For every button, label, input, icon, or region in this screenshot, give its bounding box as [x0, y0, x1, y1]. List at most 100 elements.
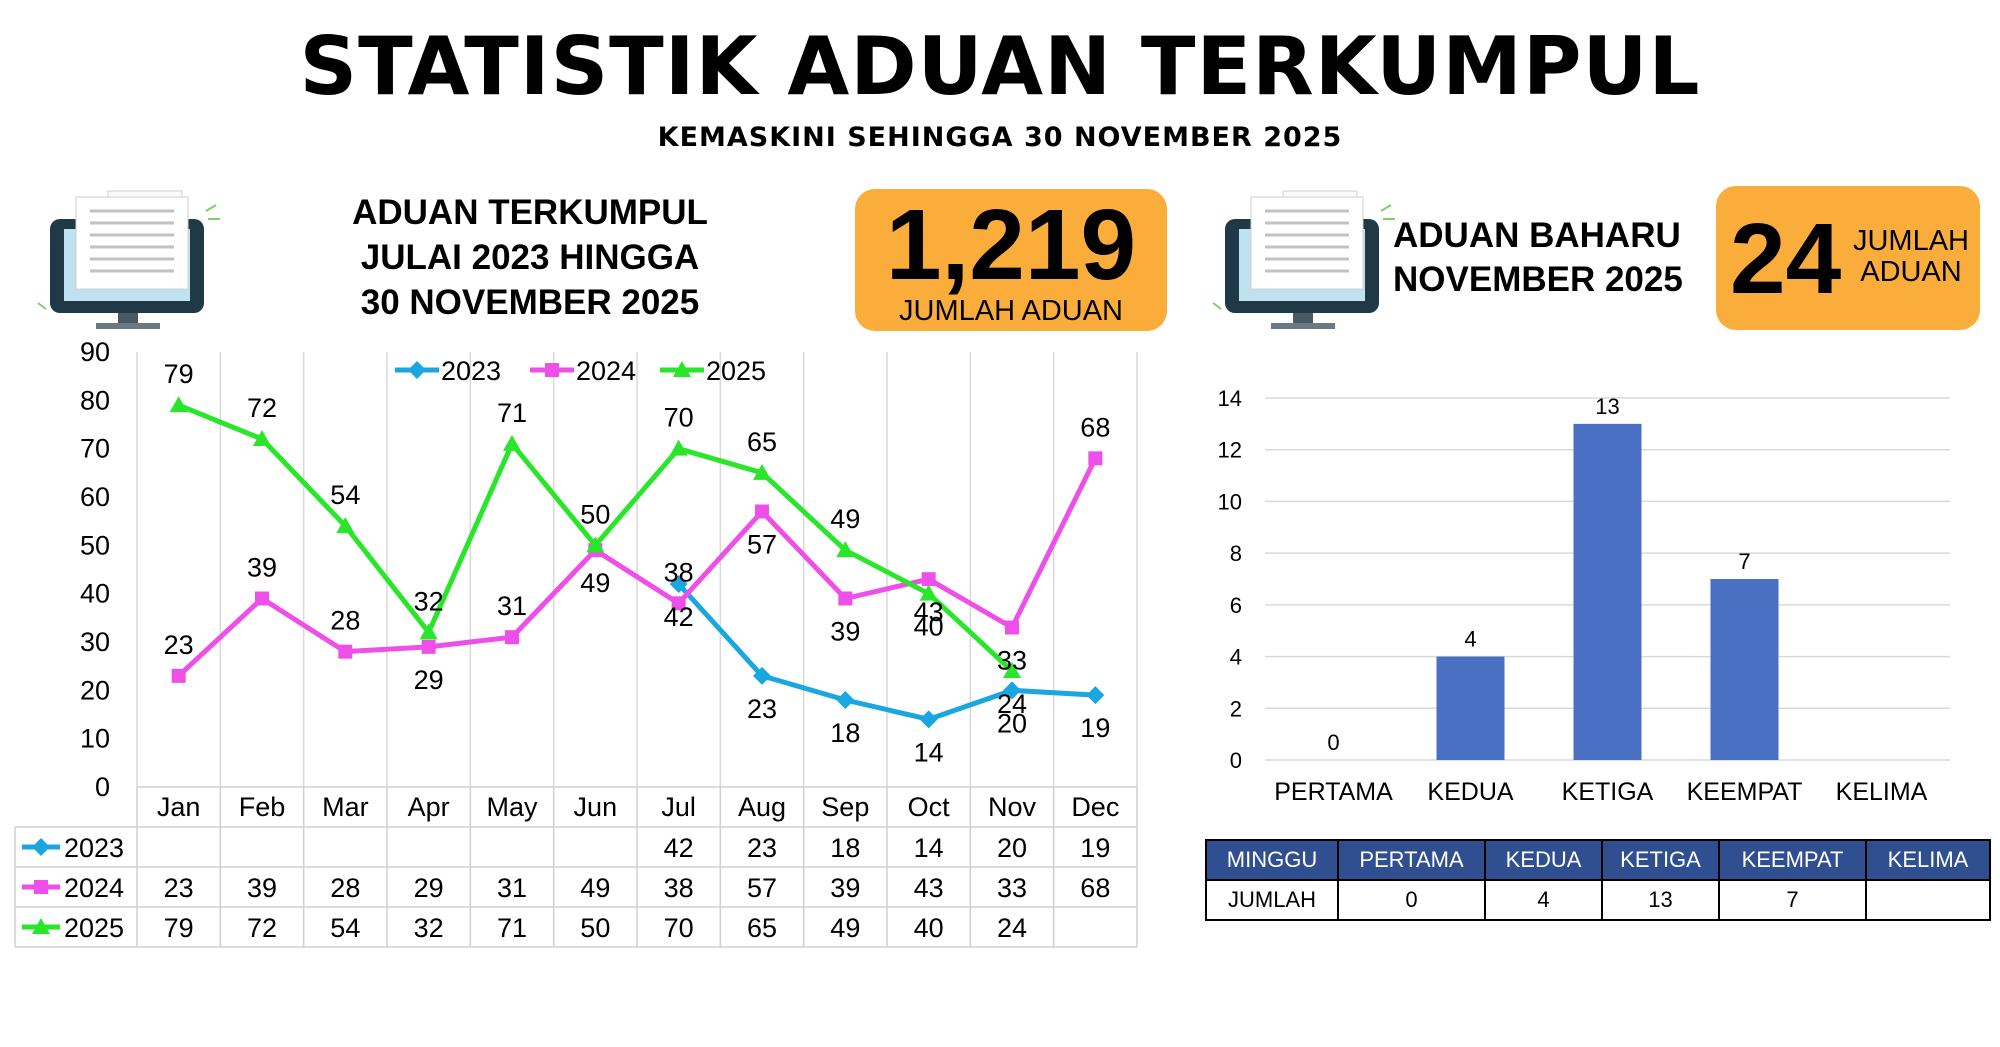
legend-marker	[408, 361, 426, 379]
point-2023	[753, 666, 771, 685]
table-value: 24	[997, 913, 1027, 943]
point-2024	[838, 591, 853, 606]
data-label: 23	[164, 630, 194, 660]
y-tick-label: 10	[1218, 489, 1242, 514]
x-tick-label: Jun	[574, 792, 618, 822]
legend-item-2025: 2025	[660, 356, 766, 386]
point-2025	[669, 439, 688, 456]
y-tick-label: 80	[80, 385, 110, 415]
y-tick-label: 6	[1230, 593, 1242, 618]
point-2025	[1003, 662, 1021, 678]
table-legend-key	[22, 918, 60, 934]
table-value: 29	[414, 873, 444, 903]
table-value: 79	[164, 913, 194, 943]
right-heading: ADUAN BAHARU NOVEMBER 2025	[1393, 214, 1713, 302]
x-tick-label: Jan	[157, 792, 201, 822]
data-label: 38	[664, 557, 694, 587]
point-2023	[669, 575, 688, 593]
bar	[1710, 579, 1779, 760]
table-value: 65	[747, 913, 777, 943]
data-label: 49	[580, 568, 610, 598]
x-tick-label: Apr	[408, 792, 450, 822]
point-2025	[919, 584, 938, 601]
table-series-label: 2023	[64, 833, 124, 863]
point-2024	[171, 668, 186, 683]
point-2023	[1086, 686, 1105, 705]
y-tick-label: 0	[95, 772, 110, 802]
data-label: 14	[914, 737, 944, 767]
data-label: 68	[1080, 412, 1110, 442]
total-complaints-value: 1,219	[885, 189, 1137, 301]
table-value: 28	[330, 873, 360, 903]
table-value: 68	[1080, 873, 1110, 903]
y-tick-label: 8	[1230, 541, 1242, 566]
y-tick-label: 30	[80, 627, 110, 657]
weekly-table-cell: JUMLAH	[1205, 879, 1339, 921]
data-label: 20	[997, 708, 1027, 738]
monthly-line-chart: 0 10 20 30 40 50 60 70 80 90 Jan Feb Mar Apr May Jun Jul…	[14, 337, 1138, 948]
data-label: 28	[330, 606, 360, 636]
data-label: 23	[747, 694, 777, 724]
data-label: 72	[247, 393, 277, 423]
weekly-table: MINGGU PERTAMA KEDUA KETIGA KEEMPAT KELI…	[1205, 839, 1991, 921]
table-value: 20	[997, 833, 1027, 863]
table-value: 19	[1080, 833, 1110, 863]
y-tick-label: 14	[1218, 386, 1242, 411]
table-value: 70	[664, 913, 694, 943]
x-tick-label: KEDUA	[1427, 778, 1513, 806]
total-complaints-box: 1,219 JUMLAH ADUAN	[855, 189, 1167, 331]
y-tick-label: 20	[80, 675, 110, 705]
y-tick-label: 10	[80, 724, 110, 754]
data-label: 49	[830, 504, 860, 534]
table-value: 40	[914, 913, 944, 943]
table-value: 57	[747, 873, 777, 903]
y-tick-label: 60	[80, 482, 110, 512]
bar-value-label: 4	[1464, 627, 1476, 652]
table-legend-marker	[34, 880, 48, 894]
table-legend-marker	[32, 838, 50, 856]
right-heading-line-2: NOVEMBER 2025	[1393, 260, 1683, 299]
table-legend-key	[22, 838, 60, 856]
table-value: 23	[747, 833, 777, 863]
point-2024	[505, 630, 519, 645]
new-complaints-box: 24 JUMLAH ADUAN	[1716, 186, 1980, 330]
x-tick-label: Mar	[322, 792, 369, 822]
x-tick-label: PERTAMA	[1274, 778, 1393, 806]
data-label: 43	[914, 597, 944, 627]
data-label: 18	[830, 718, 860, 748]
x-tick-label: KELIMA	[1836, 778, 1928, 806]
series-line-2024	[176, 457, 1098, 678]
table-value: 18	[830, 833, 860, 863]
legend-marker	[545, 363, 559, 377]
data-label: 54	[330, 480, 360, 510]
weekly-table-header: MINGGU PERTAMA KEDUA KETIGA KEEMPAT KELI…	[1205, 839, 1991, 881]
point-2024	[921, 572, 936, 587]
table-value: 33	[997, 873, 1027, 903]
weekly-table-cell	[1865, 879, 1991, 921]
weekly-table-header-cell: KEEMPAT	[1718, 839, 1867, 881]
x-tick-label: KEEMPAT	[1687, 778, 1803, 806]
data-label: 65	[747, 427, 777, 457]
legend-label: 2025	[706, 356, 766, 386]
data-label: 33	[997, 646, 1027, 676]
table-legend-marker	[32, 918, 50, 934]
left-heading-line-2: JULAI 2023 HINGGA	[360, 238, 700, 277]
monitor-document-icon	[37, 190, 220, 329]
point-2024	[255, 591, 269, 606]
x-tick-label: KETIGA	[1562, 778, 1654, 806]
table-legend-key	[22, 880, 60, 894]
y-tick-label: 4	[1230, 645, 1242, 670]
weekly-table-row: JUMLAH 0 4 13 7	[1205, 879, 1991, 921]
table-value: 31	[497, 873, 527, 903]
table-series-label: 2024	[64, 873, 124, 903]
legend-item-2024: 2024	[530, 356, 636, 386]
point-2023	[836, 691, 855, 709]
table-value: 50	[580, 913, 610, 943]
y-tick-label: 0	[1230, 748, 1242, 773]
point-2023	[919, 710, 938, 729]
data-label: 70	[664, 403, 694, 433]
bar-value-label: 13	[1595, 394, 1619, 419]
data-label: 42	[664, 602, 694, 632]
point-2025	[336, 517, 355, 533]
point-2024	[1005, 620, 1019, 635]
